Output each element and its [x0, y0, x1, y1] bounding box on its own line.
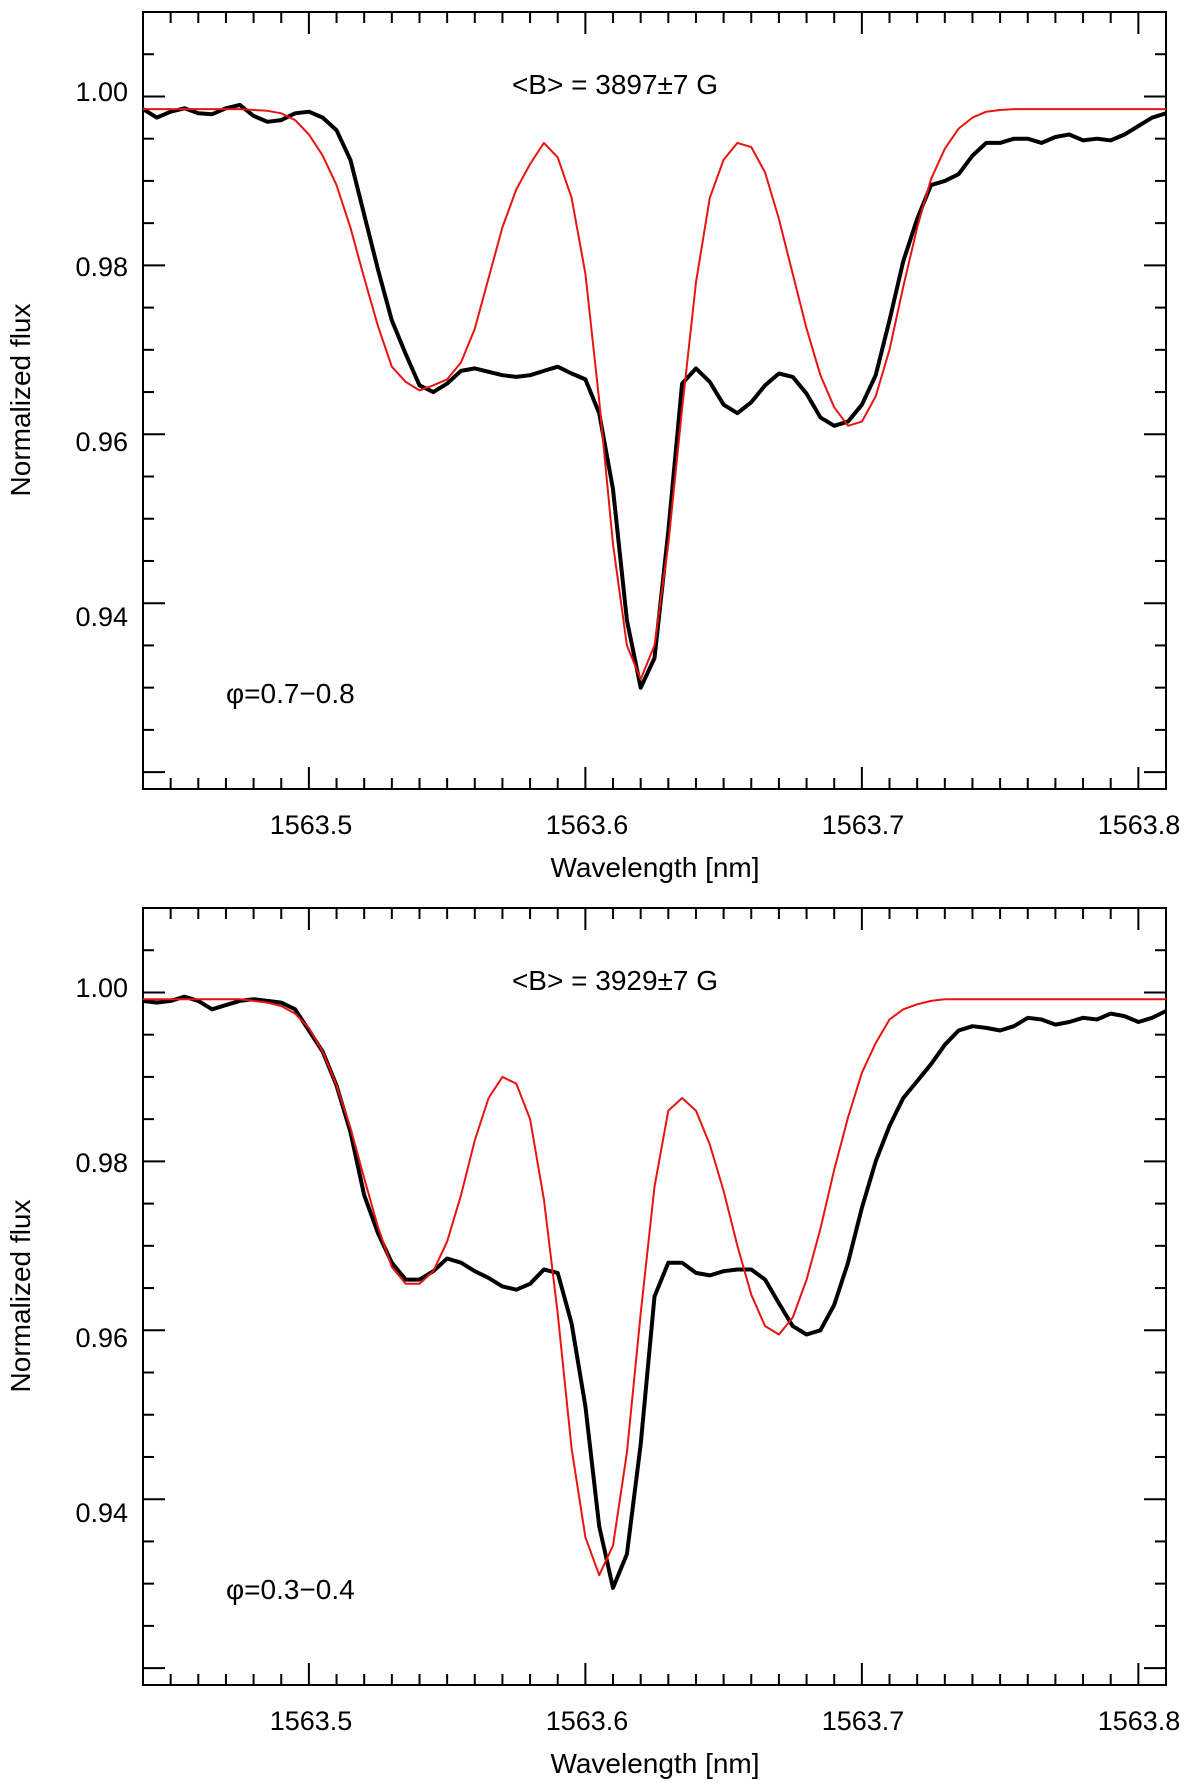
field-strength-label: <B> = 3897±7 G	[512, 69, 718, 100]
x-axis-title: Wavelength [nm]	[550, 852, 759, 883]
y-tick-label: 1.00	[75, 973, 128, 1003]
phase-label: φ=0.7−0.8	[226, 678, 355, 709]
field-strength-label: <B> = 3929±7 G	[512, 965, 718, 996]
y-axis-title: Normalized flux	[5, 1200, 36, 1393]
plot-frame	[142, 11, 1167, 790]
y-tick-label: 0.96	[75, 427, 128, 457]
x-tick-label: 1563.6	[546, 1706, 629, 1736]
y-tick-label: 1.00	[75, 77, 128, 107]
x-tick-label: 1563.5	[270, 1706, 353, 1736]
x-tick-label: 1563.6	[546, 810, 629, 840]
y-tick-label: 0.96	[75, 1323, 128, 1353]
bottom-panel: 1563.5 1563.6 1563.7 1563.8 1.00 0.98 0.…	[5, 907, 1181, 1779]
x-tick-label: 1563.8	[1098, 1706, 1181, 1736]
axis-ticks	[142, 907, 1167, 1685]
y-tick-label: 0.94	[75, 1498, 128, 1528]
x-tick-label: 1563.8	[1098, 810, 1181, 840]
axis-ticks	[142, 11, 1167, 789]
x-tick-label: 1563.7	[822, 810, 905, 840]
model-spectrum-line	[143, 998, 1166, 1577]
observed-spectrum-line	[142, 994, 1167, 1590]
y-tick-label: 0.94	[75, 602, 128, 632]
y-axis-title: Normalized flux	[5, 304, 36, 497]
series-layer	[141, 102, 1167, 690]
series-layer	[142, 994, 1167, 1590]
top-panel: 1563.5 1563.6 1563.7 1563.8 1.00 0.98 0.…	[5, 11, 1181, 883]
model-spectrum-line	[143, 108, 1166, 681]
phase-label: φ=0.3−0.4	[226, 1574, 355, 1605]
x-tick-label: 1563.7	[822, 1706, 905, 1736]
y-tick-label: 0.98	[75, 252, 128, 282]
x-tick-label: 1563.5	[270, 810, 353, 840]
x-axis-title: Wavelength [nm]	[550, 1748, 759, 1779]
observed-spectrum-line	[141, 102, 1167, 690]
plot-frame	[142, 907, 1167, 1686]
y-tick-label: 0.98	[75, 1148, 128, 1178]
